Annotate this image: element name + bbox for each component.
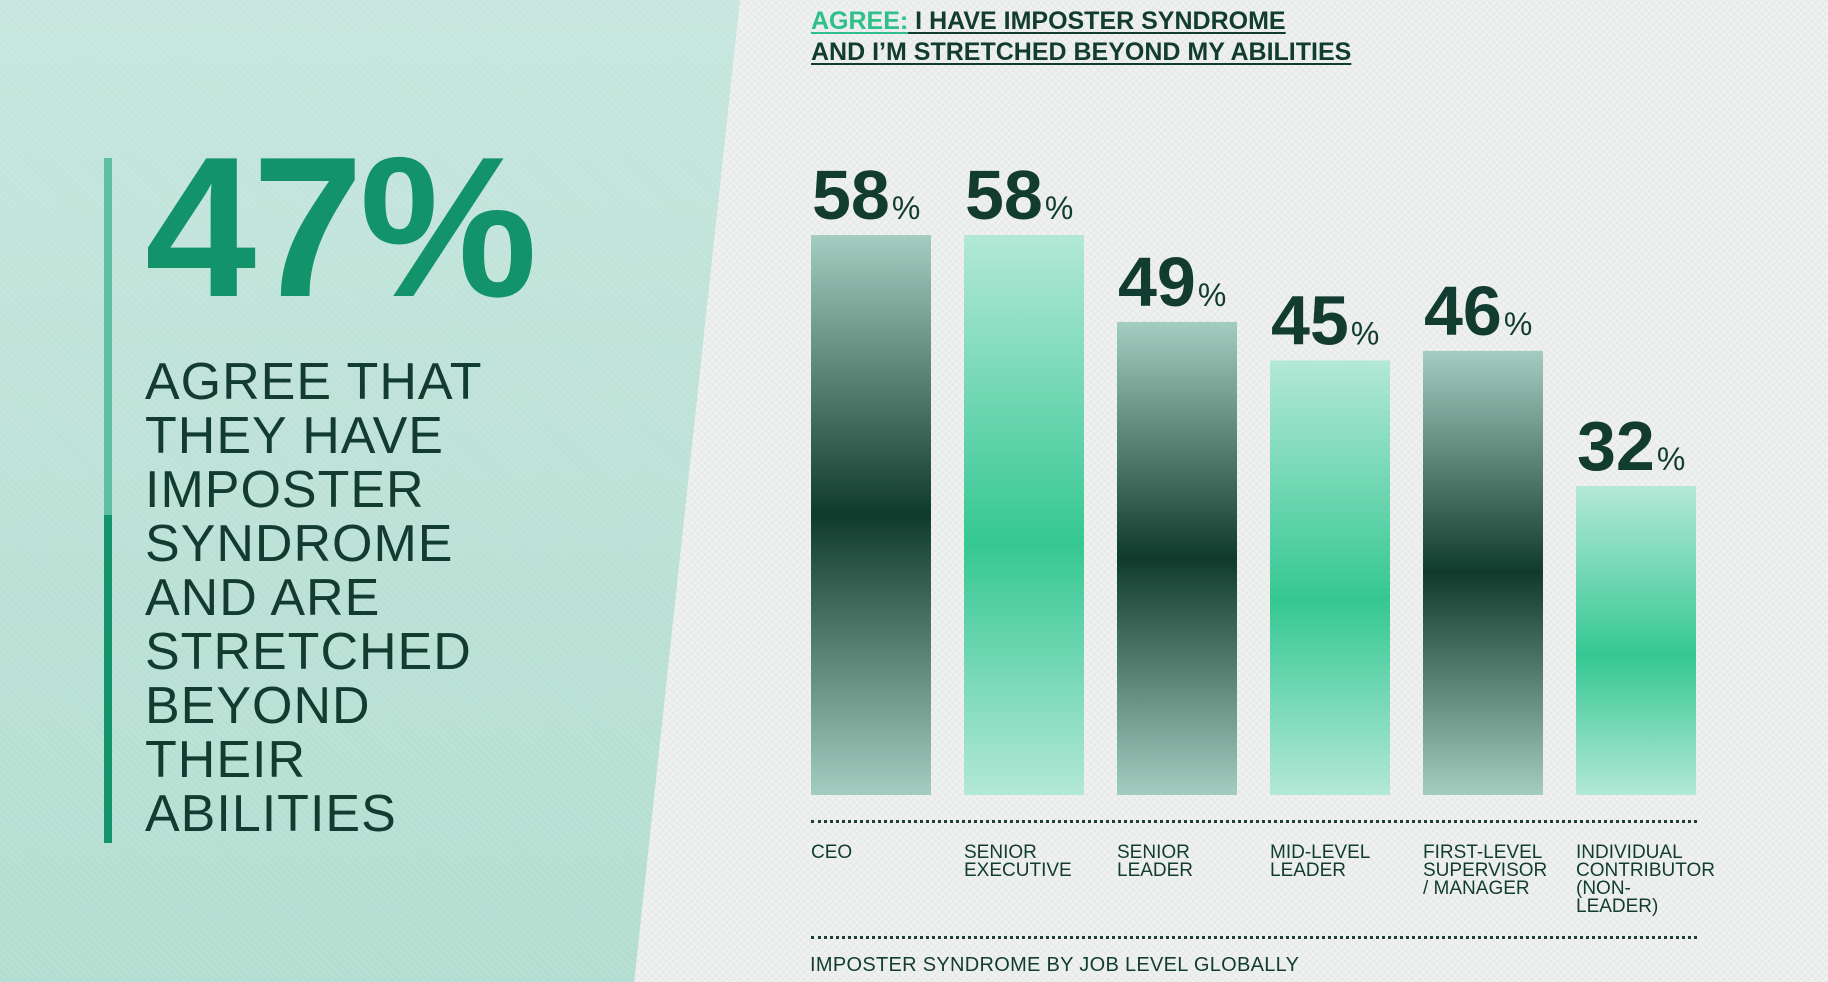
chart-footer: IMPOSTER SYNDROME BY JOB LEVEL GLOBALLY [810, 954, 1300, 976]
category-label: SENIOR LEADER [1117, 842, 1194, 881]
axis-dotted-line [811, 820, 1697, 823]
footer-dotted-line [811, 936, 1697, 939]
chart-title-line1: I HAVE IMPOSTER SYNDROME [908, 7, 1286, 35]
bar-value-label: 45% [1271, 282, 1379, 360]
category-label: FIRST-LEVEL SUPERVISOR / MANAGER [1423, 842, 1548, 899]
category-label: CEO [811, 842, 853, 863]
chart-title-highlight: AGREE: [811, 7, 909, 35]
accent-bar [104, 158, 112, 843]
bar-value-label: 49% [1118, 243, 1226, 321]
category-label: SENIOR EXECUTIVE [964, 842, 1072, 881]
bar [1270, 360, 1390, 795]
headline-caption: AGREE THAT THEY HAVE IMPOSTER SYNDROME A… [145, 353, 483, 843]
accent-bar-bottom [104, 515, 112, 843]
bar-value-label: 58% [812, 156, 920, 234]
bar [1117, 321, 1237, 795]
category-label: INDIVIDUAL CONTRIBUTOR (NON- LEADER) [1576, 842, 1715, 917]
chart-title-line2: AND I’M STRETCHED BEYOND MY ABILITIES [811, 38, 1352, 66]
headline-stat: 47% [145, 116, 537, 339]
bar-value-label: 46% [1424, 272, 1532, 350]
accent-bar-top [104, 158, 112, 515]
left-panel-background [0, 0, 740, 982]
bar [964, 235, 1084, 795]
chart-title: AGREE: I HAVE IMPOSTER SYNDROME AND I’M … [811, 6, 1571, 68]
bar [1576, 486, 1696, 795]
bar [811, 235, 931, 795]
bar-value-label: 58% [965, 156, 1073, 234]
bar-value-label: 32% [1577, 407, 1685, 485]
bar [1423, 350, 1543, 795]
category-label: MID-LEVEL LEADER [1270, 842, 1371, 881]
